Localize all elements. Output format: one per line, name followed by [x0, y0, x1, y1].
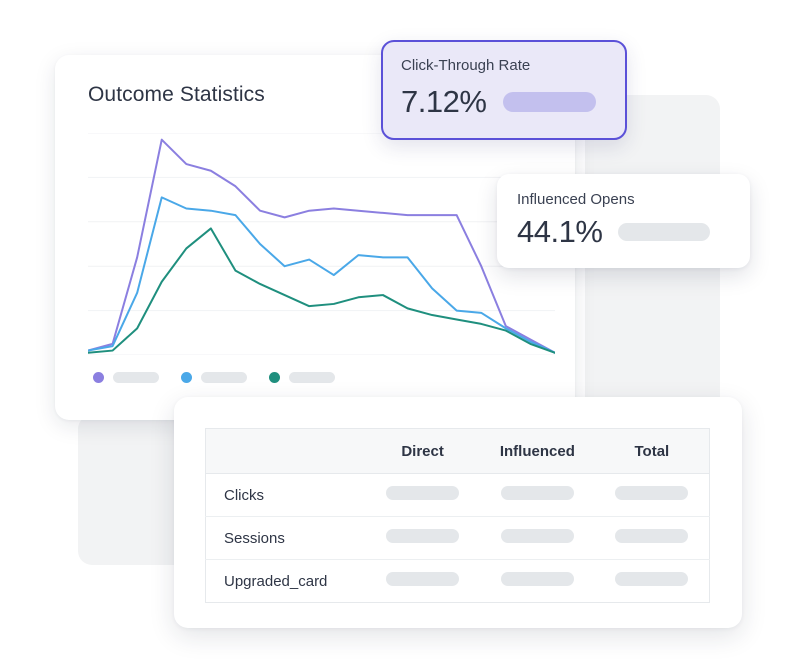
cell-value-placeholder — [386, 486, 460, 500]
row-label: Upgraded_card — [224, 572, 328, 590]
chart-gridlines — [88, 133, 555, 355]
legend-label-placeholder — [201, 372, 247, 383]
series-1-line — [88, 140, 555, 353]
cell-value-placeholder — [500, 529, 574, 543]
series-2-dot-icon — [181, 372, 192, 383]
row-label: Sessions — [205, 516, 366, 560]
column-header-blank — [205, 428, 366, 474]
influenced-opens-placeholder — [618, 223, 711, 241]
series-2-line — [88, 197, 555, 352]
table-row: Upgraded_card — [206, 560, 710, 603]
ctr-value: 7.12% — [401, 84, 487, 119]
page-title: Outcome Statistics — [88, 83, 265, 106]
cell-direct — [365, 560, 480, 603]
column-header-total: Total — [594, 428, 710, 474]
row-label: Clicks — [205, 473, 366, 517]
influenced-opens-value: 44.1% — [517, 214, 603, 249]
column-header-influenced: Influenced — [479, 428, 595, 474]
cell-value-placeholder — [615, 529, 689, 543]
chart-legend — [93, 372, 335, 383]
legend-item[interactable] — [269, 372, 335, 383]
series-3-dot-icon — [269, 372, 280, 383]
influenced-opens-label: Influenced Opens — [517, 191, 635, 208]
chart-series-group — [88, 140, 555, 353]
cell-value-placeholder — [500, 572, 574, 586]
table-body: Clicks Sessions Upgraded_card — [205, 473, 710, 603]
influenced-opens-card[interactable]: Influenced Opens 44.1% — [497, 174, 750, 268]
legend-label-placeholder — [289, 372, 335, 383]
cell-total — [595, 560, 710, 603]
cell-value-placeholder — [500, 486, 574, 500]
legend-item[interactable] — [181, 372, 247, 383]
influenced-opens-value-row: 44.1% — [517, 214, 711, 250]
table-row: Clicks — [205, 473, 710, 517]
table-header: Direct Influenced Total — [205, 428, 710, 474]
cell-value-placeholder — [615, 572, 689, 586]
ctr-label: Click-Through Rate — [401, 57, 531, 74]
cell-direct — [365, 473, 480, 517]
ctr-value-row: 7.12% — [401, 84, 597, 120]
legend-label-placeholder — [113, 372, 159, 383]
cell-influenced — [479, 516, 595, 560]
cell-value-placeholder — [386, 529, 460, 543]
table-row: Sessions — [205, 516, 710, 560]
cell-influenced — [480, 560, 595, 603]
cell-total — [594, 473, 710, 517]
table-header-row: Direct Influenced Total — [205, 428, 710, 474]
cell-influenced — [479, 473, 595, 517]
cell-value-placeholder — [615, 486, 689, 500]
line-chart — [88, 133, 555, 355]
cell-direct — [365, 516, 480, 560]
series-3-line — [88, 228, 555, 352]
ctr-value-placeholder — [503, 92, 597, 112]
series-1-dot-icon — [93, 372, 104, 383]
cell-total — [594, 516, 710, 560]
statistics-table: Direct Influenced Total Clicks Sessions Up… — [205, 428, 710, 603]
line-chart-svg — [88, 133, 555, 355]
click-through-rate-card[interactable]: Click-Through Rate 7.12% — [381, 40, 627, 140]
column-header-direct: Direct — [365, 428, 480, 474]
cell-value-placeholder — [386, 572, 460, 586]
legend-item[interactable] — [93, 372, 159, 383]
statistics-table-card: Direct Influenced Total Clicks Sessions Up… — [174, 397, 742, 628]
